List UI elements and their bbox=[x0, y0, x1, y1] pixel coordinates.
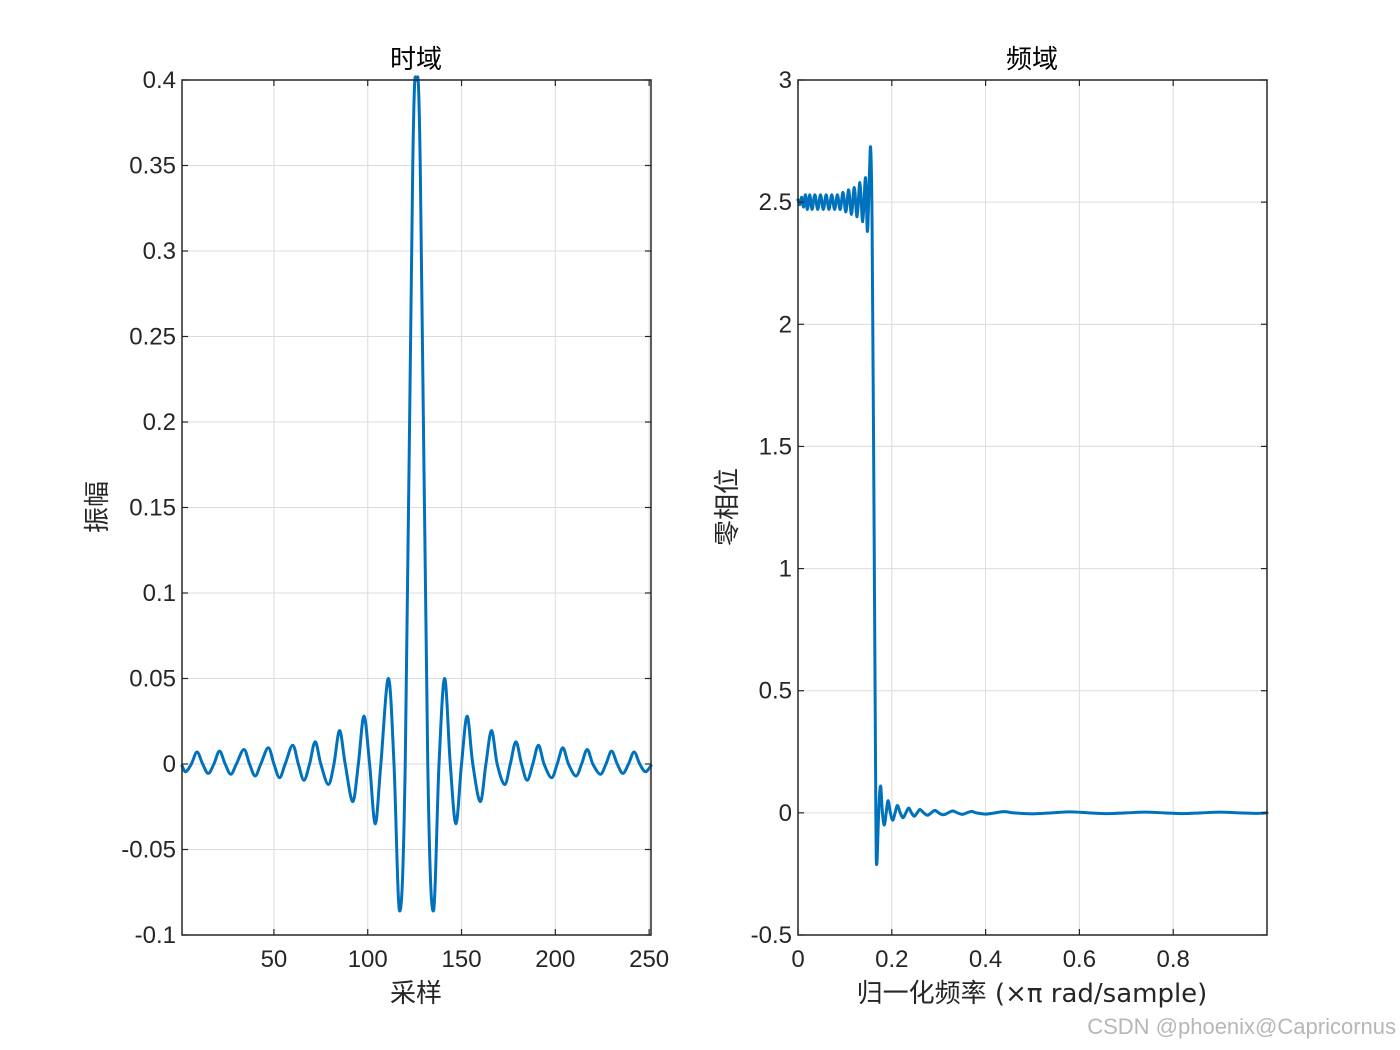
frequency-domain-ylabel: 零相位 bbox=[713, 468, 743, 546]
time-domain-xtick-label: 100 bbox=[348, 946, 388, 973]
frequency-domain-ytick-label: 1.5 bbox=[759, 433, 792, 460]
time-domain-xtick-label: 200 bbox=[535, 946, 575, 973]
frequency-domain-xlabel: 归一化频率 (×π rad/sample) bbox=[857, 979, 1208, 1009]
frequency-domain-ytick-label: 3 bbox=[779, 67, 792, 94]
frequency-domain-ytick-label: 0 bbox=[779, 800, 792, 827]
time-domain-ytick-label: 0.2 bbox=[143, 409, 176, 436]
frequency-domain-title: 频域 bbox=[1006, 45, 1058, 75]
watermark: CSDN @phoenix@Capricornus bbox=[1087, 1014, 1396, 1039]
time-domain-ytick-label: -0.05 bbox=[121, 837, 176, 864]
frequency-domain-series bbox=[796, 145, 1269, 867]
frequency-domain-axes: 0 0.2 0.4 0.6 0.8-0.500.511.522.53 频域 归一化频率 … bbox=[713, 45, 1269, 1009]
frequency-domain-axes-box bbox=[797, 79, 1268, 936]
time-domain-ytick-label: 0.4 bbox=[143, 67, 176, 94]
time-domain-ytick-label: 0.15 bbox=[129, 495, 176, 522]
time-domain-ytick-label: 0.1 bbox=[143, 580, 176, 607]
time-domain-ytick-label: 0.3 bbox=[143, 238, 176, 265]
time-domain-ytick-label: -0.1 bbox=[135, 922, 176, 949]
frequency-domain-ytick-label: -0.5 bbox=[751, 922, 792, 949]
frequency-domain-ytick-label: 2.5 bbox=[759, 189, 792, 216]
time-domain-ytick-label: 0.35 bbox=[129, 153, 176, 180]
time-domain-xlabel: 采样 bbox=[390, 979, 442, 1009]
time-domain-xtick-label: 50 bbox=[261, 946, 288, 973]
time-domain-ticks: 50 100 150 200 250 -0.1 -0.05 0 0.05 0.1 0.15 0.2 0.… bbox=[121, 67, 669, 973]
frequency-domain-xtick-label: 0.4 bbox=[969, 946, 1002, 973]
frequency-domain-ytick-label: 0.5 bbox=[759, 678, 792, 705]
time-domain-ylabel: 振幅 bbox=[83, 481, 113, 533]
time-domain-axes: 50 100 150 200 250 -0.1 -0.05 0 0.05 0.1 0.15 0.2 0.… bbox=[83, 45, 669, 1009]
frequency-domain-xtick-label: 0.6 bbox=[1063, 946, 1096, 973]
frequency-domain-ticks: 0 0.2 0.4 0.6 0.8-0.500.511.522.53 bbox=[751, 67, 1267, 973]
frequency-domain-xtick-label: 0 bbox=[791, 946, 804, 973]
time-domain-xtick-label: 150 bbox=[442, 946, 482, 973]
frequency-domain-ytick-label: 2 bbox=[779, 311, 792, 338]
time-domain-ytick-label: 0.05 bbox=[129, 666, 176, 693]
time-domain-xtick-label: 250 bbox=[629, 946, 669, 973]
frequency-domain-xtick-label: 0.8 bbox=[1157, 946, 1190, 973]
time-domain-title: 时域 bbox=[390, 45, 442, 75]
frequency-domain-series-line bbox=[796, 145, 1269, 867]
frequency-domain-ytick-label: 1 bbox=[779, 556, 792, 583]
time-domain-ytick-label: 0.25 bbox=[129, 324, 176, 351]
time-domain-ytick-label: 0 bbox=[163, 751, 176, 778]
frequency-domain-xtick-label: 0.2 bbox=[875, 946, 908, 973]
